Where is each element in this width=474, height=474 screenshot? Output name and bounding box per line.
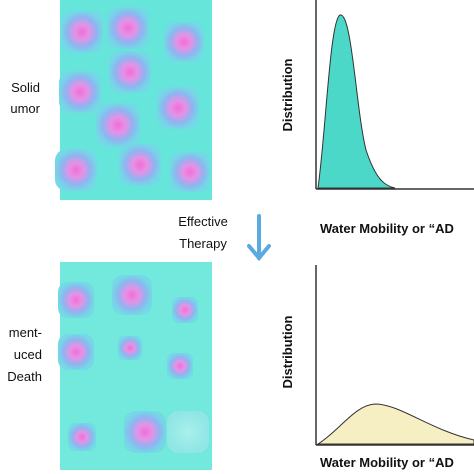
therapy-label: Therapy	[179, 236, 227, 251]
cell	[170, 152, 210, 192]
plot: Distribution Water Mobility or “AD	[280, 265, 474, 470]
therapy-label: Effective	[178, 214, 228, 229]
cell	[58, 282, 94, 318]
cell	[124, 411, 166, 453]
y-axis-label: Distribution	[280, 315, 295, 388]
label: Solid	[11, 80, 40, 95]
arrow	[247, 214, 271, 262]
label: Death	[7, 369, 42, 384]
cell	[109, 51, 151, 93]
tumor-panel	[55, 0, 212, 200]
cell	[55, 149, 97, 191]
y-axis-label: Distribution	[280, 58, 295, 131]
cell	[172, 297, 198, 323]
distribution-curve	[317, 14, 396, 189]
cell	[164, 22, 204, 62]
cell	[119, 144, 161, 186]
cell	[58, 334, 94, 370]
cell	[167, 411, 209, 453]
label: umor	[10, 101, 40, 116]
cell	[107, 7, 149, 49]
cell	[112, 275, 152, 315]
cell	[118, 336, 142, 360]
x-axis-label: Water Mobility or “AD	[320, 221, 454, 236]
label: ment-	[9, 325, 42, 340]
cell	[167, 353, 193, 379]
cell	[68, 423, 96, 451]
cell	[59, 71, 101, 113]
plot: Distribution Water Mobility or “AD	[280, 0, 474, 236]
cell	[61, 11, 103, 53]
distribution-curve	[316, 403, 474, 445]
x-axis-label: Water Mobility or “AD	[320, 455, 454, 470]
label: uced	[14, 347, 42, 362]
treated-panel	[58, 262, 212, 470]
cell	[157, 87, 199, 129]
cell	[96, 103, 140, 147]
